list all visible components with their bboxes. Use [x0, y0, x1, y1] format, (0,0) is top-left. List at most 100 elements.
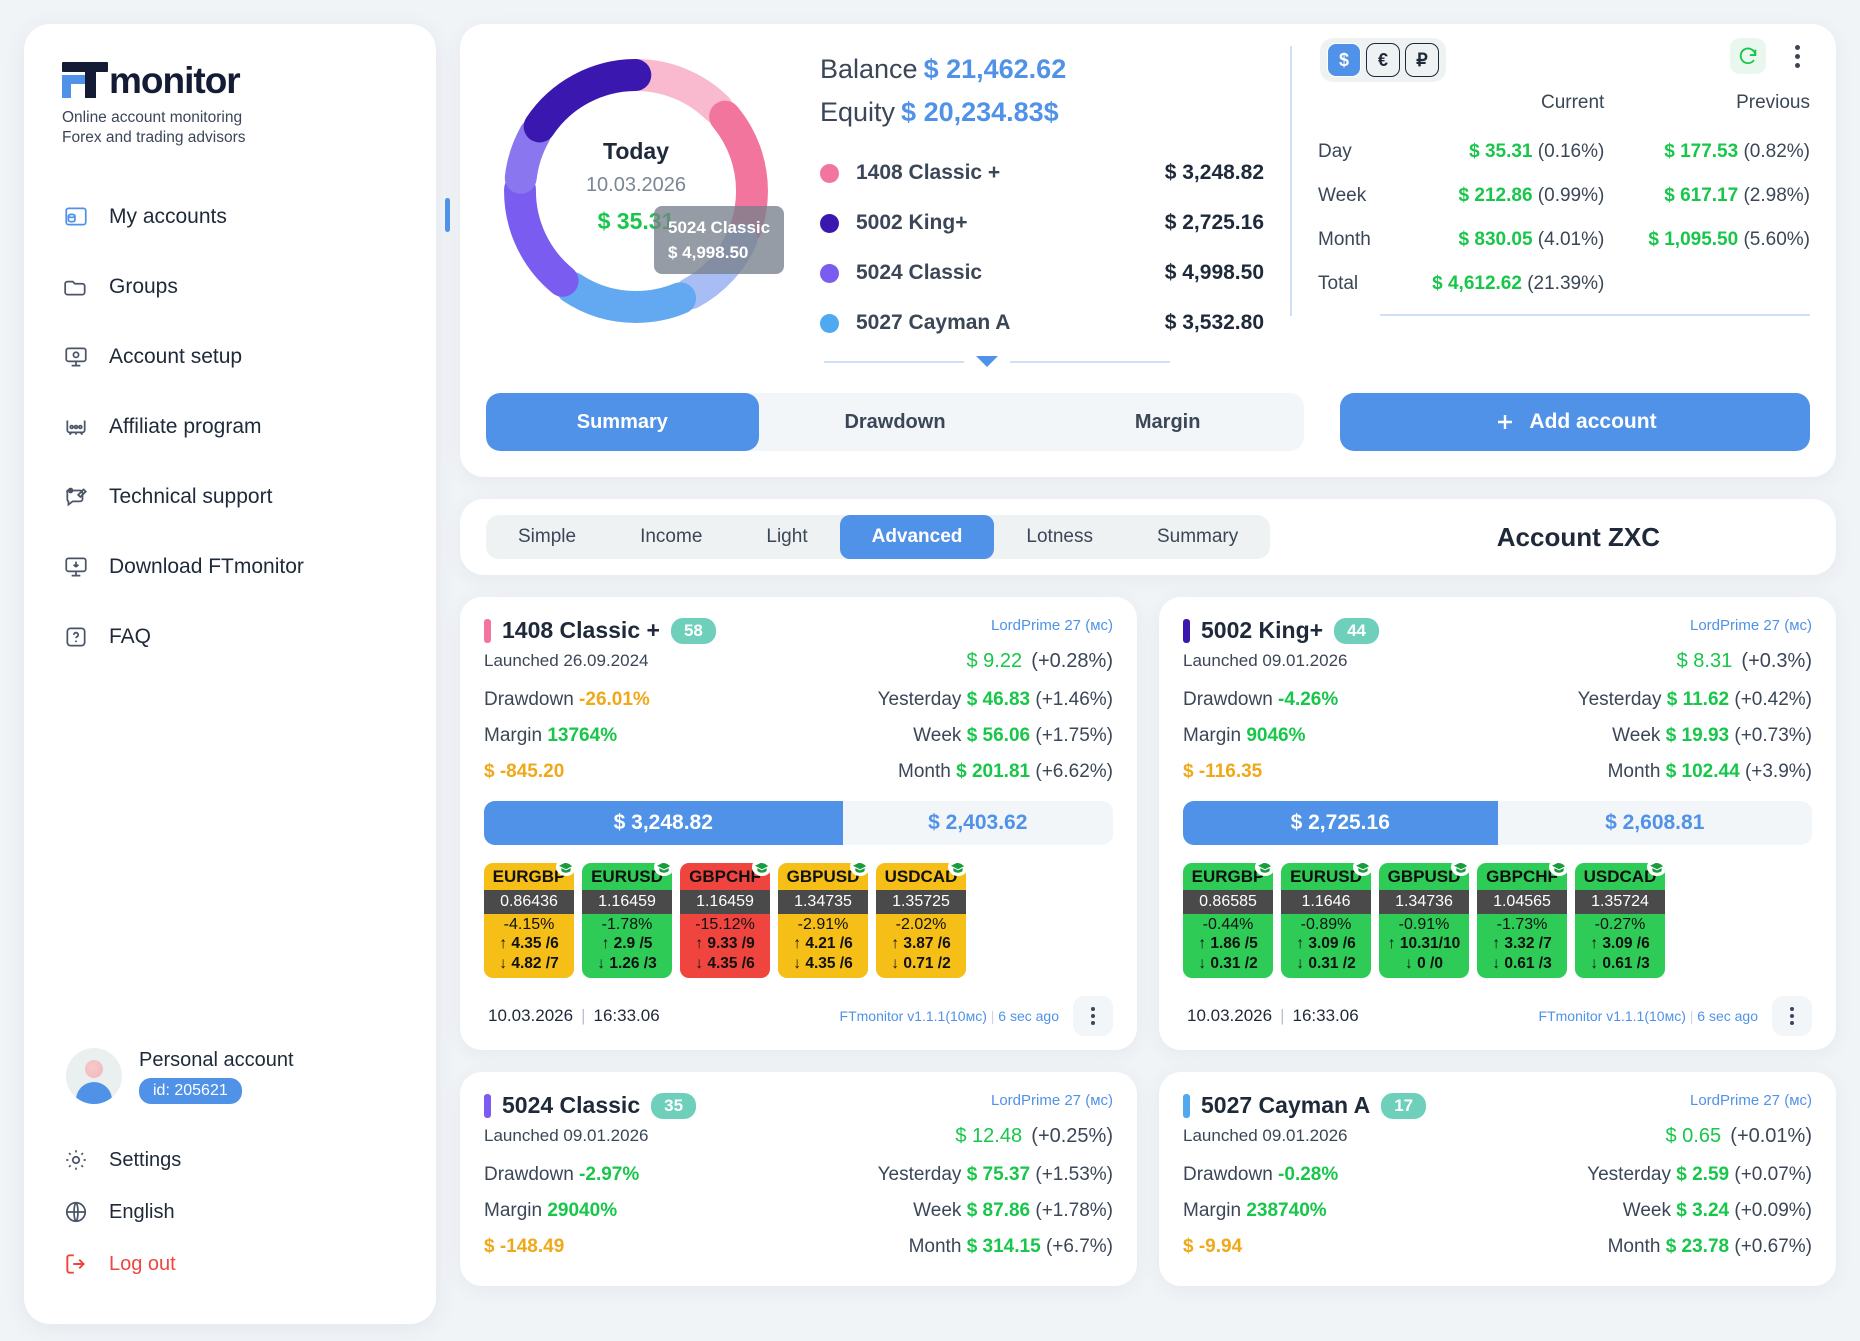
stats-col-period: [1318, 92, 1385, 130]
sidebar-item-groups[interactable]: Groups: [24, 260, 436, 314]
chevron-down-icon[interactable]: [976, 356, 998, 367]
pair-badge[interactable]: GBPCHF 1.04565 -1.73% ↑ 3.32 /7 ↓ 0.61 /…: [1477, 863, 1567, 978]
pair-pct: -0.91%: [1398, 916, 1450, 933]
bar-equity: $ 2,403.62: [842, 801, 1113, 845]
stats-current-value: $ 212.86: [1458, 185, 1533, 206]
yesterday-label: Yesterday: [1577, 689, 1662, 710]
currency-usd-button[interactable]: $: [1327, 43, 1361, 77]
pair-price: 1.04565: [1477, 890, 1567, 914]
account-card[interactable]: 5027 Cayman A 17 Launched 09.01.2026 Lor…: [1159, 1072, 1836, 1286]
week-label: Week: [1612, 725, 1661, 746]
graduation-cap-icon: [1451, 863, 1469, 876]
status-badge: 58: [670, 617, 716, 644]
sidebar-item-download-ftmonitor[interactable]: Download FTmonitor: [24, 540, 436, 594]
pair-up: ↑ 10.31/10: [1387, 935, 1461, 952]
equity-label: Equity: [820, 97, 896, 127]
pair-badge[interactable]: EURUSD 1.1646 -0.89% ↑ 3.09 /6 ↓ 0.31 /2: [1281, 863, 1371, 978]
donut-tooltip: 5024 Classic $ 4,998.50: [654, 206, 785, 274]
floating-loss: $ -845.20: [484, 761, 565, 782]
floating-loss: $ -148.49: [484, 1236, 565, 1257]
account-profit: $ 12.48: [955, 1125, 1023, 1147]
pair-name: GBPUSD: [786, 867, 860, 886]
stats-previous-value: $ 177.53: [1664, 141, 1739, 162]
sidebar-item-label: Settings: [109, 1148, 182, 1171]
sidebar-item-language[interactable]: English: [24, 1186, 436, 1238]
sidebar-item-affiliate-program[interactable]: Affiliate program: [24, 400, 436, 454]
bar-equity: $ 2,608.81: [1497, 801, 1812, 845]
sidebar-item-settings[interactable]: Settings: [24, 1134, 436, 1186]
sidebar-item-account-setup[interactable]: Account setup: [24, 330, 436, 384]
tab-lotness[interactable]: Lotness: [1026, 526, 1093, 547]
sidebar-item-faq[interactable]: FAQ: [24, 610, 436, 664]
stats-table: Current Previous Day $ 35.31 (0.16%) $ 1…: [1318, 92, 1810, 306]
summary-panel: Today 10.03.2026 $ 35.31 5024 Classic $ …: [460, 24, 1836, 477]
currency-switcher[interactable]: $ € ₽: [1320, 38, 1446, 82]
user-name: Personal account: [139, 1048, 294, 1071]
stats-previous-value: $ 617.17: [1664, 185, 1739, 206]
sidebar-item-my-accounts[interactable]: My accounts: [24, 190, 450, 244]
week-pct: (+1.78%): [1035, 1200, 1113, 1221]
tab-simple[interactable]: Simple: [518, 526, 577, 547]
donut-today-label: Today: [602, 138, 670, 164]
pair-badge[interactable]: USDCAD 1.35725 -2.02% ↑ 3.87 /6 ↓ 0.71 /…: [876, 863, 966, 978]
pair-badge[interactable]: GBPCHF 1.16459 -15.12% ↑ 9.33 /9 ↓ 4.35 …: [680, 863, 770, 978]
add-account-label: Add account: [1529, 410, 1657, 433]
card-date: 10.03.2026: [1187, 1006, 1273, 1025]
tab-light[interactable]: Light: [766, 526, 808, 547]
legend-item[interactable]: 5027 Cayman A $ 3,532.80: [820, 298, 1264, 348]
currency-pairs: EURGBP 0.86436 -4.15% ↑ 4.35 /6 ↓ 4.82 /…: [484, 863, 1113, 978]
stats-current-value: $ 830.05: [1458, 229, 1533, 250]
account-card[interactable]: 1408 Classic + 58 Launched 26.09.2024 Lo…: [460, 597, 1137, 1050]
table-row: Day $ 35.31 (0.16%) $ 177.53 (0.82%): [1318, 130, 1810, 174]
brand-tagline: Online account monitoring Forex and trad…: [62, 108, 398, 148]
pair-badge[interactable]: USDCAD 1.35724 -0.27% ↑ 3.09 /6 ↓ 0.61 /…: [1575, 863, 1665, 978]
legend-item[interactable]: 5024 Classic $ 4,998.50: [820, 248, 1264, 298]
tab-advanced[interactable]: Advanced: [839, 515, 995, 559]
add-account-button[interactable]: Add account: [1340, 393, 1810, 451]
legend-name: 1408 Classic +: [856, 161, 1001, 184]
card-version: FTmonitor v1.1.1(10мс): [839, 1008, 987, 1024]
account-launched: Launched 09.01.2026: [484, 1126, 649, 1145]
pair-badge[interactable]: GBPUSD 1.34736 -0.91% ↑ 10.31/10 ↓ 0 /0: [1379, 863, 1469, 978]
yesterday-label: Yesterday: [877, 1164, 962, 1185]
stats-current-pct: (21.39%): [1527, 273, 1605, 294]
graduation-cap-icon: [948, 863, 966, 876]
tab-summary[interactable]: Summary: [1156, 526, 1239, 547]
week-label: Week: [913, 725, 962, 746]
pair-badge[interactable]: GBPUSD 1.34735 -2.91% ↑ 4.21 /6 ↓ 4.35 /…: [778, 863, 868, 978]
panel-tools: [1730, 38, 1810, 74]
pair-name: USDCAD: [1583, 867, 1657, 886]
card-more-icon[interactable]: [1772, 996, 1812, 1036]
segment-margin[interactable]: Margin: [1134, 410, 1201, 433]
segment-drawdown[interactable]: Drawdown: [844, 410, 946, 433]
pair-badge[interactable]: EURGBP 0.86585 -0.44% ↑ 1.86 /5 ↓ 0.31 /…: [1183, 863, 1273, 978]
segment-summary[interactable]: Summary: [486, 393, 759, 451]
pair-pct: -2.91%: [797, 916, 849, 933]
currency-eur-button[interactable]: €: [1366, 43, 1400, 77]
pair-badge[interactable]: EURUSD 1.16459 -1.78% ↑ 2.9 /5 ↓ 1.26 /3: [582, 863, 672, 978]
currency-rub-button[interactable]: ₽: [1405, 43, 1439, 77]
legend-item[interactable]: 1408 Classic + $ 3,248.82: [820, 148, 1264, 198]
legend-item[interactable]: 5002 King+ $ 2,725.16: [820, 198, 1264, 248]
card-more-icon[interactable]: [1073, 996, 1113, 1036]
account-card[interactable]: 5002 King+ 44 Launched 09.01.2026 LordPr…: [1159, 597, 1836, 1050]
refresh-icon[interactable]: [1730, 38, 1766, 74]
account-title: 5002 King+: [1201, 617, 1324, 643]
sidebar-item-technical-support[interactable]: Technical support: [24, 470, 436, 524]
month-value: $ 314.15: [966, 1236, 1041, 1257]
tab-income[interactable]: Income: [640, 526, 703, 547]
portfolio-donut-chart[interactable]: Today 10.03.2026 $ 35.31 5024 Classic $ …: [486, 46, 786, 336]
pair-badge[interactable]: EURGBP 0.86436 -4.15% ↑ 4.35 /6 ↓ 4.82 /…: [484, 863, 574, 978]
stats-period: Month: [1318, 229, 1371, 250]
account-card[interactable]: 5024 Classic 35 Launched 09.01.2026 Lord…: [460, 1072, 1137, 1286]
drawdown-label: Drawdown: [1183, 1164, 1273, 1185]
stats-current: $ 212.86 (0.99%): [1385, 174, 1605, 218]
stats-col-previous: Previous: [1736, 92, 1810, 113]
pair-up: ↑ 3.32 /7: [1492, 935, 1552, 952]
sidebar-item-logout[interactable]: Log out: [24, 1238, 436, 1290]
yesterday-value: $ 11.62: [1666, 689, 1730, 710]
more-vertical-icon[interactable]: [1784, 38, 1810, 74]
stats-current-pct: (0.16%): [1537, 141, 1605, 162]
user-profile[interactable]: Personal account id: 205621: [24, 1048, 436, 1104]
legend-paginator[interactable]: [820, 356, 1264, 367]
